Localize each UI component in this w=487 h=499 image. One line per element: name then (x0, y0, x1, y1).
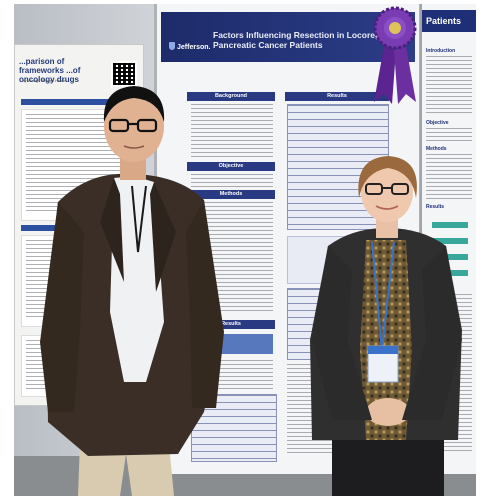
section-background: Background (187, 92, 275, 101)
section-results: Results (187, 320, 275, 329)
hair (103, 86, 165, 122)
poster-right-introduction: Introduction (426, 48, 456, 54)
poster-center-header: Jefferson. Factors Influencing Resection… (161, 12, 415, 62)
photo: ...parison of frameworks ...of oncology … (14, 4, 476, 496)
teal-bar (432, 254, 468, 260)
teal-bar (432, 238, 468, 244)
hair (358, 156, 417, 198)
award-ribbon-icon (373, 6, 417, 104)
teal-bar (432, 222, 468, 228)
poster-right-objective: Objective (426, 120, 449, 126)
jefferson-logo: Jefferson. (169, 42, 210, 51)
poster-left-authors: ...ey Wong¹, Steven Hsieh² (19, 78, 67, 83)
qr-code-icon (111, 61, 137, 87)
poster-left-title: ...parison of frameworks ...of oncology … (19, 57, 81, 84)
section-objective: Objective (187, 162, 275, 171)
poster-right-header: Patients (422, 10, 476, 32)
shield-icon (169, 42, 175, 50)
poster-right-obj-text (426, 128, 472, 144)
poster-right-methods: Methods (426, 146, 447, 152)
face (361, 162, 413, 222)
person-woman (310, 156, 462, 496)
poster-right-intro-text (426, 56, 472, 116)
objective-text (191, 174, 273, 190)
person-man (40, 86, 224, 496)
background-text (191, 104, 273, 160)
right-arm (186, 200, 224, 408)
left-arm (40, 202, 84, 412)
shirt (110, 176, 164, 382)
poster-center-title: Factors Influencing Resection in Locoreg… (213, 30, 401, 50)
hands (366, 398, 410, 426)
poster-right-results: Results (426, 204, 445, 210)
glasses-icon (365, 183, 409, 195)
face (104, 90, 164, 162)
poster-right-methods-text (426, 154, 472, 202)
skirt (332, 440, 444, 496)
section-results-top: Results (285, 92, 389, 101)
poster-left-bar (21, 99, 129, 105)
section-methods: Methods (187, 190, 275, 199)
glasses-icon (108, 118, 158, 133)
jefferson-logo-text: Jefferson. (177, 44, 211, 51)
